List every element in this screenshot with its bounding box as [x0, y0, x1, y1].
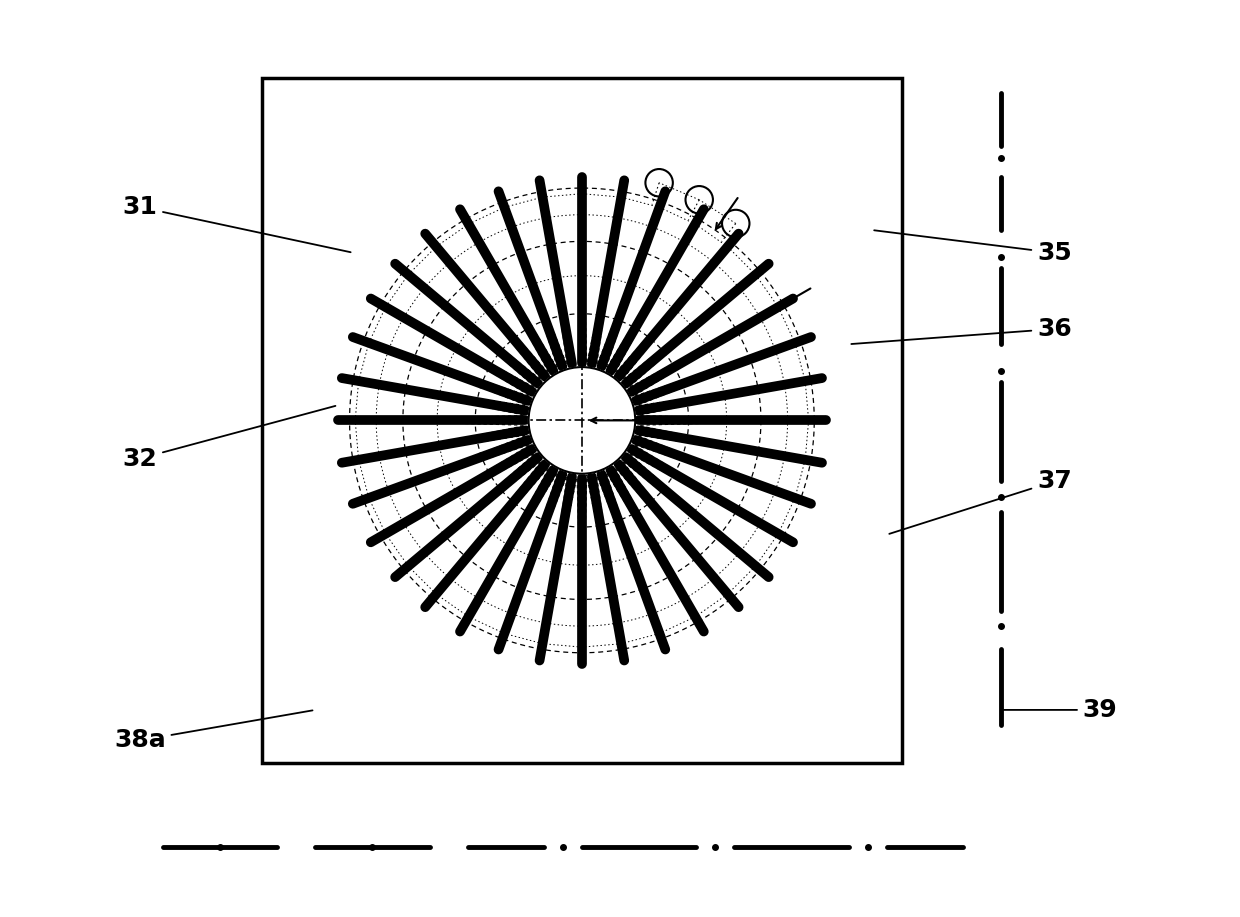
Text: 36: 36	[852, 317, 1071, 344]
Text: 32: 32	[123, 406, 336, 470]
Text: 37: 37	[889, 470, 1071, 534]
Text: 39: 39	[1003, 698, 1117, 722]
Text: 31: 31	[123, 195, 351, 252]
Text: 38a: 38a	[114, 711, 312, 752]
Bar	[262, 78, 901, 763]
Text: 35: 35	[874, 230, 1071, 265]
Circle shape	[528, 367, 635, 474]
